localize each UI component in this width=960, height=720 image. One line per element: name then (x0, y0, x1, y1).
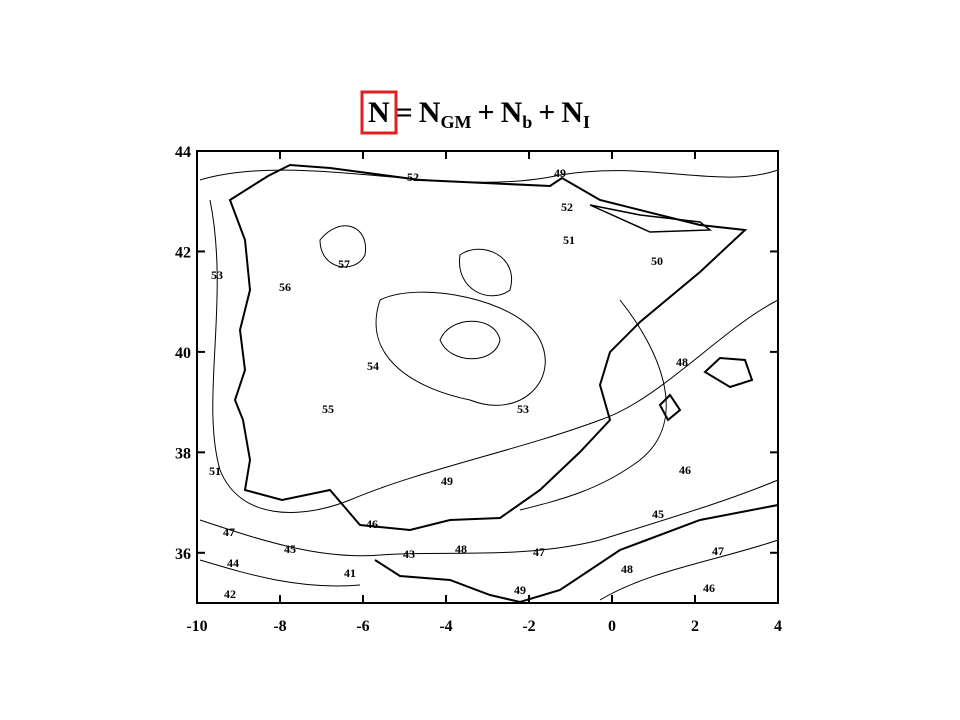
island (703, 356, 754, 389)
formula-subscript: b (522, 112, 532, 132)
contour-line (519, 299, 667, 511)
contour-label: 51 (563, 233, 575, 247)
contour-label: 42 (224, 587, 236, 601)
x-tick-label: -4 (439, 618, 452, 635)
contour-label: 50 (651, 254, 663, 268)
x-tick-label: -8 (273, 618, 286, 635)
contour-label: 45 (652, 507, 664, 521)
contour-label: 47 (712, 544, 724, 558)
contour-label: 41 (344, 566, 356, 580)
contour-label: 56 (279, 280, 291, 294)
formula-subscript: I (583, 112, 590, 132)
contour-label: 46 (679, 463, 691, 477)
contour-label: 48 (455, 542, 467, 556)
formula-term: + (477, 96, 494, 129)
island (658, 393, 682, 422)
contour-line (599, 539, 779, 601)
contour-label: 43 (403, 547, 415, 561)
contour-label: 52 (407, 170, 419, 184)
contour-label: 46 (703, 581, 715, 595)
contour-line (209, 199, 779, 513)
x-tick-label: -2 (522, 618, 535, 635)
formula-term: + (538, 96, 555, 129)
contour-label: 44 (227, 556, 239, 570)
contours (199, 163, 779, 604)
contour-label: 48 (676, 355, 688, 369)
contour-line (589, 204, 713, 233)
map-frame (196, 150, 779, 604)
highlight-box (360, 90, 398, 135)
coastline (228, 163, 748, 532)
contour-line (439, 320, 501, 360)
contour-label: 55 (322, 402, 334, 416)
contour-label: 57 (338, 257, 350, 271)
contour-label: 49 (514, 583, 526, 597)
y-tick-label: 36 (175, 546, 191, 563)
y-tick-label: 44 (175, 144, 191, 161)
contour-label: 49 (441, 474, 453, 488)
formula-term: = (396, 96, 413, 129)
formula-term: N (561, 96, 583, 129)
contour-line (319, 225, 366, 268)
y-tick-label: 42 (175, 244, 191, 261)
contour-label: 48 (621, 562, 633, 576)
x-tick-label: -6 (356, 618, 369, 635)
formula-title: N = NGM + Nb + NI (368, 96, 590, 132)
contour-line (199, 479, 779, 557)
y-tick-label: 38 (175, 445, 191, 462)
formula-term: N (501, 96, 523, 129)
y-tick-label: 40 (175, 345, 191, 362)
contour-label: 54 (367, 359, 379, 373)
formula-term: N (368, 96, 390, 129)
x-tick-label: -10 (186, 618, 207, 635)
contour-label: 53 (517, 402, 529, 416)
formula-term: N (419, 96, 441, 129)
contour-label: 47 (533, 545, 545, 559)
x-tick-label: 2 (691, 618, 699, 635)
contour-label: 47 (223, 525, 235, 539)
formula-subscript: GM (440, 112, 471, 132)
x-tick-label: 4 (774, 618, 782, 635)
contour-label: 53 (211, 268, 223, 282)
contour-label: 52 (561, 200, 573, 214)
contour-label: 46 (366, 517, 378, 531)
contour-line (375, 291, 546, 406)
contour-label: 49 (554, 166, 566, 180)
x-tick-label: 0 (608, 618, 616, 635)
contour-line (199, 169, 779, 183)
contour-line (199, 559, 361, 587)
contour-line (459, 248, 513, 297)
contour-label: 51 (209, 464, 221, 478)
contour-label: 45 (284, 542, 296, 556)
